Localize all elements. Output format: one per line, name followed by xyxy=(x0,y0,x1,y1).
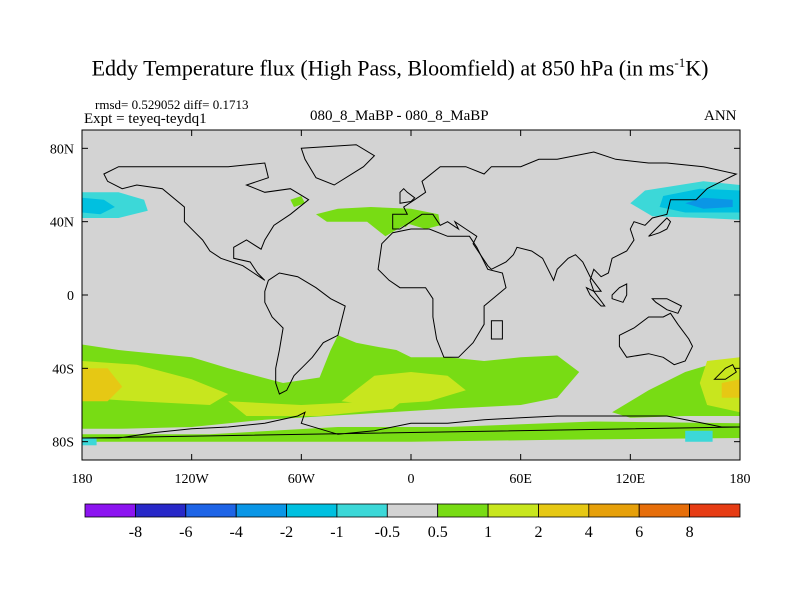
colorbar-swatch xyxy=(386,503,439,518)
colorbar-swatch xyxy=(538,503,590,518)
colorbar-swatch xyxy=(84,503,136,518)
colorbar-swatch xyxy=(235,503,287,518)
contour-region-so-yellow-west xyxy=(82,361,229,405)
x-tick-label: 60E xyxy=(509,472,532,487)
contour-region-so-orange-east xyxy=(721,379,740,398)
experiment-label: Expt = teyeq-teydq1 xyxy=(84,111,207,127)
colorbar-label: 4 xyxy=(585,524,593,541)
x-tick-label: 180 xyxy=(730,472,751,487)
x-tick-label: 0 xyxy=(408,472,415,487)
colorbar-swatch xyxy=(588,503,640,518)
colorbar-swatch xyxy=(638,503,691,518)
contour-region-eu-green xyxy=(316,207,441,237)
contour-region-antarctic-green xyxy=(82,421,740,442)
colorbar-label: -0.5 xyxy=(375,524,400,541)
colorbar-label: 8 xyxy=(686,524,694,541)
colorbar-swatch xyxy=(286,503,338,518)
y-tick-label: 40N xyxy=(50,216,74,231)
contour-region-med-green xyxy=(290,196,305,207)
y-tick-label: 80S xyxy=(52,436,74,451)
colorbar-label: 1 xyxy=(484,524,492,541)
coastline-borneo xyxy=(611,283,628,303)
coastline-sumatra xyxy=(585,286,606,307)
contour-region-so-yellow-east xyxy=(699,357,740,413)
x-tick-label: 120E xyxy=(616,472,646,487)
x-axis: 180 120W 60W 0 60E 120E 180 xyxy=(72,130,751,487)
coastline-madagascar xyxy=(490,320,503,340)
contour-region-so-yellow-mid xyxy=(228,394,411,416)
contour-region-atl-spot xyxy=(396,214,415,228)
coastline-antarctica xyxy=(82,411,740,439)
coastline-new-guinea xyxy=(651,298,683,314)
contour-region-np-east-core xyxy=(685,197,733,209)
colorbar: -8 -6 -4 -2 -1 -0.5 0.5 1 2 4 6 8 xyxy=(84,503,741,541)
contour-region-antarctic-cyan xyxy=(685,430,713,442)
stats-label: rmsd= 0.529052 diff= 0.1713 xyxy=(95,97,249,112)
coastline-australia xyxy=(618,312,694,366)
colorbar-swatch xyxy=(487,503,539,518)
chart-title: Eddy Temperature flux (High Pass, Bloomf… xyxy=(0,55,800,81)
contour-region-so-orange-west xyxy=(82,368,123,402)
season-label: ANN xyxy=(704,108,737,124)
coastline-japan xyxy=(648,217,672,237)
chart-subtitle: 080_8_MaBP - 080_8_MaBP xyxy=(310,108,489,124)
y-tick-label: 0 xyxy=(67,289,74,304)
colorbar-swatch xyxy=(185,503,237,518)
colorbar-label: -1 xyxy=(330,524,343,541)
y-axis: 80N 40N 0 40S 80S xyxy=(50,142,740,451)
colorbar-label: 6 xyxy=(635,524,643,541)
y-tick-label: 80N xyxy=(50,142,74,157)
colorbar-label: -6 xyxy=(179,524,192,541)
colorbar-label: -2 xyxy=(280,524,293,541)
chart-title-end: K) xyxy=(685,55,709,81)
x-tick-label: 120W xyxy=(175,472,210,487)
coastline-africa xyxy=(377,228,507,358)
contour-regions xyxy=(82,181,740,446)
chart-title-sup: -1 xyxy=(674,55,686,70)
colorbar-swatch xyxy=(336,503,388,518)
coastline-uk xyxy=(399,187,416,204)
colorbar-label: -8 xyxy=(129,524,142,541)
coastline-north-america xyxy=(103,162,310,281)
y-tick-label: 40S xyxy=(52,362,74,377)
contour-region-so-green-main xyxy=(82,335,580,429)
contour-region-antarctic-cyan2 xyxy=(82,438,97,446)
chart-title-main: Eddy Temperature flux (High Pass, Bloomf… xyxy=(91,55,675,81)
colorbar-label: -4 xyxy=(230,524,243,541)
x-tick-label: 180 xyxy=(72,472,93,487)
colorbar-label: 2 xyxy=(535,524,543,541)
coastline-greenland xyxy=(300,144,376,186)
contour-region-so-yellow-mid2 xyxy=(341,372,466,405)
coastline-eurasia xyxy=(392,151,738,292)
colorbar-swatch xyxy=(134,503,187,518)
contour-region-np-west-blue xyxy=(82,197,115,215)
colorbar-swatch xyxy=(689,503,741,518)
x-tick-label: 60W xyxy=(288,472,316,487)
colorbar-swatch xyxy=(437,503,489,518)
coastline-south-america xyxy=(264,272,346,395)
colorbar-label: 0.5 xyxy=(428,524,448,541)
